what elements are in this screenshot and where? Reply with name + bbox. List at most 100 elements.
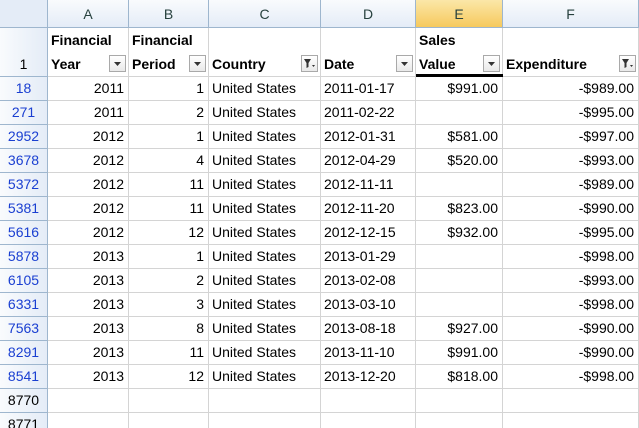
cell[interactable]: $818.00	[416, 365, 503, 389]
select-all[interactable]	[0, 0, 48, 28]
cell[interactable]: -$995.00	[503, 221, 639, 245]
cell[interactable]: United States	[209, 317, 321, 341]
cell[interactable]	[416, 101, 503, 125]
cell[interactable]	[321, 413, 416, 428]
filter-button[interactable]	[301, 55, 318, 72]
row-header[interactable]: 8770	[0, 389, 48, 413]
cell[interactable]: 2011	[48, 101, 129, 125]
cell[interactable]: United States	[209, 197, 321, 221]
cell[interactable]: 2013	[48, 341, 129, 365]
cell[interactable]: 2013-03-10	[321, 293, 416, 317]
cell[interactable]: 2013-11-10	[321, 341, 416, 365]
cell[interactable]: 2012-12-15	[321, 221, 416, 245]
column-header[interactable]: B	[129, 0, 209, 28]
cell[interactable]: 2013-08-18	[321, 317, 416, 341]
cell[interactable]: 2011	[48, 77, 129, 101]
cell[interactable]: 2011-02-22	[321, 101, 416, 125]
cell[interactable]: United States	[209, 221, 321, 245]
row-header[interactable]: 1	[0, 28, 48, 77]
cell[interactable]	[416, 389, 503, 413]
row-header[interactable]: 2952	[0, 125, 48, 149]
row-header[interactable]: 5878	[0, 245, 48, 269]
cell[interactable]: 1	[129, 77, 209, 101]
cell[interactable]: United States	[209, 293, 321, 317]
cell[interactable]: -$993.00	[503, 269, 639, 293]
cell[interactable]	[416, 173, 503, 197]
cell[interactable]: -$998.00	[503, 245, 639, 269]
cell[interactable]: 12	[129, 365, 209, 389]
cell[interactable]: 2012	[48, 125, 129, 149]
cell[interactable]: -$989.00	[503, 173, 639, 197]
filter-button[interactable]	[619, 55, 636, 72]
column-header[interactable]: D	[321, 0, 416, 28]
cell[interactable]: 2012-04-29	[321, 149, 416, 173]
cell[interactable]: -$990.00	[503, 197, 639, 221]
cell[interactable]: 2011-01-17	[321, 77, 416, 101]
cell[interactable]: United States	[209, 341, 321, 365]
cell[interactable]: 2012	[48, 149, 129, 173]
cell[interactable]: 2013	[48, 269, 129, 293]
cell[interactable]	[209, 413, 321, 428]
cell[interactable]: 2	[129, 269, 209, 293]
cell[interactable]: 1	[129, 125, 209, 149]
cell[interactable]: 2013	[48, 317, 129, 341]
row-header[interactable]: 5372	[0, 173, 48, 197]
cell[interactable]: 8	[129, 317, 209, 341]
row-header[interactable]: 271	[0, 101, 48, 125]
cell[interactable]	[48, 389, 129, 413]
column-header[interactable]: F	[503, 0, 639, 28]
cell[interactable]: 11	[129, 173, 209, 197]
cell[interactable]: 2	[129, 101, 209, 125]
cell[interactable]: 2013-02-08	[321, 269, 416, 293]
cell[interactable]: $932.00	[416, 221, 503, 245]
row-header[interactable]: 5381	[0, 197, 48, 221]
cell[interactable]	[209, 389, 321, 413]
cell[interactable]: 2012	[48, 173, 129, 197]
cell[interactable]: -$998.00	[503, 365, 639, 389]
filter-button[interactable]	[109, 55, 126, 72]
column-header[interactable]: A	[48, 0, 129, 28]
cell[interactable]: 2013-01-29	[321, 245, 416, 269]
cell[interactable]: United States	[209, 125, 321, 149]
cell[interactable]: -$993.00	[503, 149, 639, 173]
cell[interactable]: 2012-01-31	[321, 125, 416, 149]
cell[interactable]: 2013	[48, 245, 129, 269]
column-header[interactable]: E	[416, 0, 503, 28]
cell[interactable]: 2013	[48, 365, 129, 389]
cell[interactable]: 11	[129, 197, 209, 221]
cell[interactable]: -$990.00	[503, 317, 639, 341]
cell[interactable]: $991.00	[416, 77, 503, 101]
cell[interactable]: $520.00	[416, 149, 503, 173]
row-header[interactable]: 7563	[0, 317, 48, 341]
cell[interactable]: 3	[129, 293, 209, 317]
row-header[interactable]: 18	[0, 77, 48, 101]
row-header[interactable]: 8291	[0, 341, 48, 365]
cell[interactable]: 2013	[48, 293, 129, 317]
filter-button[interactable]	[396, 55, 413, 72]
cell[interactable]: -$995.00	[503, 101, 639, 125]
cell[interactable]: 4	[129, 149, 209, 173]
cell[interactable]: 2013-12-20	[321, 365, 416, 389]
cell[interactable]	[129, 413, 209, 428]
cell[interactable]: 12	[129, 221, 209, 245]
filter-button[interactable]	[189, 55, 206, 72]
row-header[interactable]: 8771	[0, 413, 48, 428]
cell[interactable]: United States	[209, 149, 321, 173]
cell[interactable]: $927.00	[416, 317, 503, 341]
cell[interactable]: 2012-11-11	[321, 173, 416, 197]
cell[interactable]: 2012-11-20	[321, 197, 416, 221]
row-header[interactable]: 5616	[0, 221, 48, 245]
cell[interactable]: -$989.00	[503, 77, 639, 101]
cell[interactable]	[416, 269, 503, 293]
cell[interactable]: $823.00	[416, 197, 503, 221]
filter-button[interactable]	[483, 55, 500, 72]
cell[interactable]: 2012	[48, 197, 129, 221]
cell[interactable]: United States	[209, 365, 321, 389]
cell[interactable]	[503, 413, 639, 428]
cell[interactable]: $991.00	[416, 341, 503, 365]
cell[interactable]: United States	[209, 101, 321, 125]
cell[interactable]: 11	[129, 341, 209, 365]
cell[interactable]	[416, 245, 503, 269]
cell[interactable]	[416, 413, 503, 428]
row-header[interactable]: 3678	[0, 149, 48, 173]
